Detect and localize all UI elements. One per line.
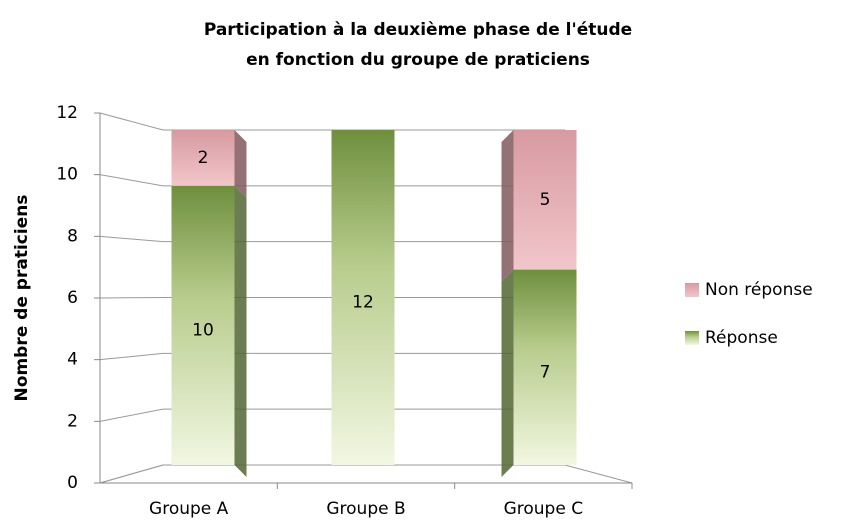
y-tick-label: 6 (67, 288, 78, 308)
chart-title: en fonction du groupe de praticiens (246, 50, 590, 70)
grid-line (99, 174, 565, 187)
bar-side (501, 269, 514, 477)
legend-label: Non réponse (705, 280, 813, 300)
y-tick-label: 4 (67, 350, 78, 370)
data-label: 5 (540, 190, 551, 210)
bar-side (501, 130, 514, 282)
legend-label: Réponse (705, 328, 778, 348)
y-tick-label: 0 (67, 473, 78, 493)
bar (331, 130, 395, 465)
y-axis-label: Nombre de praticiens (12, 195, 32, 402)
grid-line (99, 235, 565, 243)
grid-line (99, 408, 565, 422)
data-label: 7 (540, 362, 551, 382)
y-tick-label: 8 (67, 226, 78, 246)
data-label: 12 (352, 293, 374, 313)
data-label: 10 (192, 320, 214, 340)
grid-line (99, 297, 565, 299)
grid-line (99, 352, 565, 361)
bar-side (234, 130, 247, 198)
bar (513, 130, 577, 270)
legend-swatch (685, 331, 699, 345)
bar (513, 269, 577, 465)
x-tick-label: Groupe C (504, 499, 584, 519)
chart-title: Participation à la deuxième phase de l'é… (204, 20, 632, 40)
grid-line (99, 464, 565, 484)
grid-line (99, 112, 565, 131)
bar-side (234, 185, 247, 478)
bar (171, 185, 235, 466)
data-label: 2 (198, 148, 209, 168)
bar (171, 130, 235, 186)
y-tick-label: 2 (67, 411, 78, 431)
x-tick-label: Groupe A (149, 499, 229, 519)
y-tick-label: 12 (56, 103, 78, 123)
x-tick-label: Groupe B (326, 499, 405, 519)
y-tick-label: 10 (56, 165, 78, 185)
legend-swatch (685, 283, 699, 297)
floor (99, 464, 633, 484)
